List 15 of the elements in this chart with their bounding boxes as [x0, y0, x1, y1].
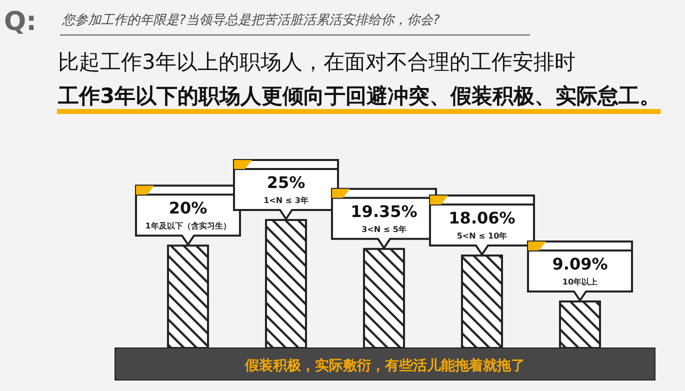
x-tick-label: 10年以上: [562, 277, 598, 286]
data-label: 25%: [266, 173, 306, 192]
x-tick-label: 1<N ≤ 3年: [264, 196, 308, 205]
x-tick-label: 1年及以下（含实习生）: [145, 220, 231, 231]
chart-title: 您参加工作的年限是?当领导总是把苦活脏活累活安排给你，你会?: [61, 12, 440, 28]
chart-subtitle: 比起工作3年以上的职场人，在面对不合理的工作安排时: [58, 50, 576, 74]
data-label: 19.35%: [350, 202, 418, 221]
x-tick-label: 5<N ≤ 10年: [456, 232, 508, 241]
text: 假装积极，实际敷衍，有些活儿能拖着就拖了: [244, 357, 525, 374]
text: 工作3年以下的职场人更倾向于回避冲突、假装积极、实际怠工。: [57, 84, 661, 108]
data-label: 18.06%: [448, 208, 516, 228]
data-label: 20%: [168, 198, 208, 218]
x-tick-label: 3<N ≤ 5年: [362, 224, 406, 234]
text: Q:: [4, 7, 36, 37]
data-label: 9.09%: [552, 254, 608, 274]
